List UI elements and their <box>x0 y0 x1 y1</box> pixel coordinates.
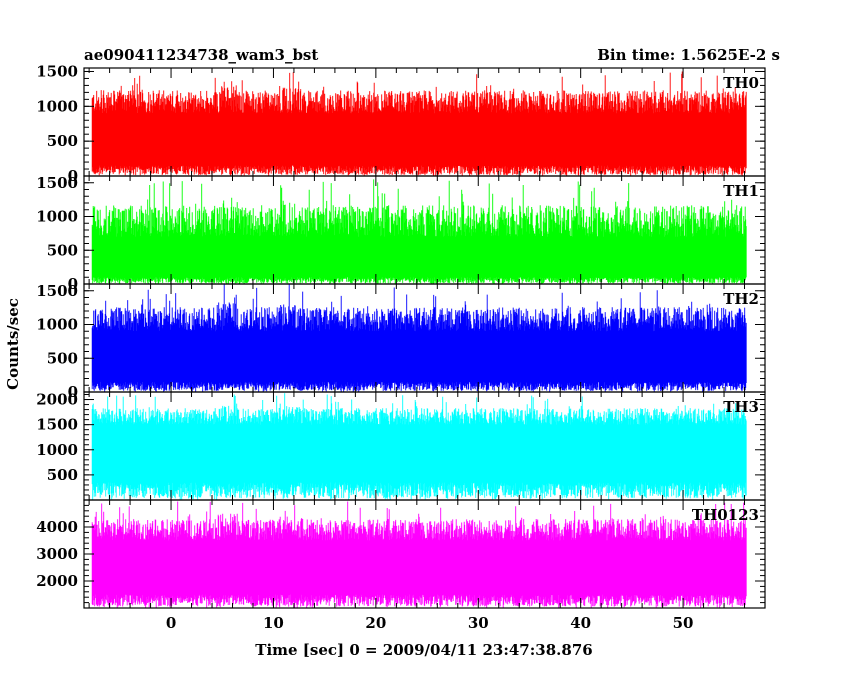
y-tick-label: 1000 <box>36 97 78 115</box>
y-tick-label: 500 <box>47 349 78 367</box>
y-tick-label: 1000 <box>36 316 78 334</box>
y-tick-label: 1500 <box>36 62 78 80</box>
panel-label-th1: TH1 <box>723 182 759 200</box>
series-th2-curve <box>91 284 747 392</box>
y-tick-label: 1500 <box>36 282 78 300</box>
panel-label-th2: TH2 <box>723 290 759 308</box>
y-tick-label: 500 <box>47 466 78 484</box>
x-tick-label: 50 <box>673 614 694 632</box>
y-tick-label: 1000 <box>36 208 78 226</box>
x-axis: 0 10 20 30 40 50 <box>166 614 694 632</box>
y-tick-label: 500 <box>47 241 78 259</box>
x-tick-label: 30 <box>468 614 489 632</box>
y-tick-label: 0 <box>68 275 78 293</box>
y-tick-label: 1000 <box>36 441 78 459</box>
panel-label-th0: TH0 <box>723 74 759 92</box>
x-tick-label: 10 <box>263 614 284 632</box>
y-tick-label: 2000 <box>36 572 78 590</box>
series-th1-curve <box>91 179 747 284</box>
x-tick-label: 40 <box>570 614 591 632</box>
panels-group: 0 500 1000 1500 TH0 0 500 1000 1500 TH1 0 500 1000 15… <box>36 62 766 609</box>
header-left-title: ae090411234738_wam3_bst <box>84 46 318 64</box>
series-th3-curve <box>91 393 747 500</box>
y-tick-label: 0 <box>68 167 78 185</box>
x-tick-label: 0 <box>166 614 176 632</box>
y-tick-label: 500 <box>47 132 78 150</box>
panel-th3: 500 1000 1500 2000 TH3 <box>36 391 766 501</box>
series-th0123-curve <box>91 501 747 608</box>
panel-th1: 0 500 1000 1500 TH1 <box>36 174 766 293</box>
y-tick-label: 1500 <box>36 174 78 192</box>
panel-label-th3: TH3 <box>723 398 759 416</box>
y-tick-label: 3000 <box>36 545 78 563</box>
x-tick-label: 20 <box>365 614 386 632</box>
y-tick-label: 2000 <box>36 391 78 409</box>
header-right-bin-time: Bin time: 1.5625E-2 s <box>597 46 780 64</box>
y-axis-label: Counts/sec <box>4 298 22 390</box>
y-tick-label: 0 <box>68 383 78 401</box>
panel-th2: 0 500 1000 1500 TH2 <box>36 282 766 401</box>
panel-th0: 0 500 1000 1500 TH0 <box>36 62 766 185</box>
y-tick-label: 4000 <box>36 518 78 536</box>
panel-th0123: 2000 3000 4000 TH0123 <box>36 499 766 609</box>
series-th0-curve <box>91 71 747 176</box>
x-axis-label: Time [sec] 0 = 2009/04/11 23:47:38.876 <box>255 641 592 659</box>
panel-label-th0123: TH0123 <box>692 506 759 524</box>
y-tick-label: 1500 <box>36 416 78 434</box>
